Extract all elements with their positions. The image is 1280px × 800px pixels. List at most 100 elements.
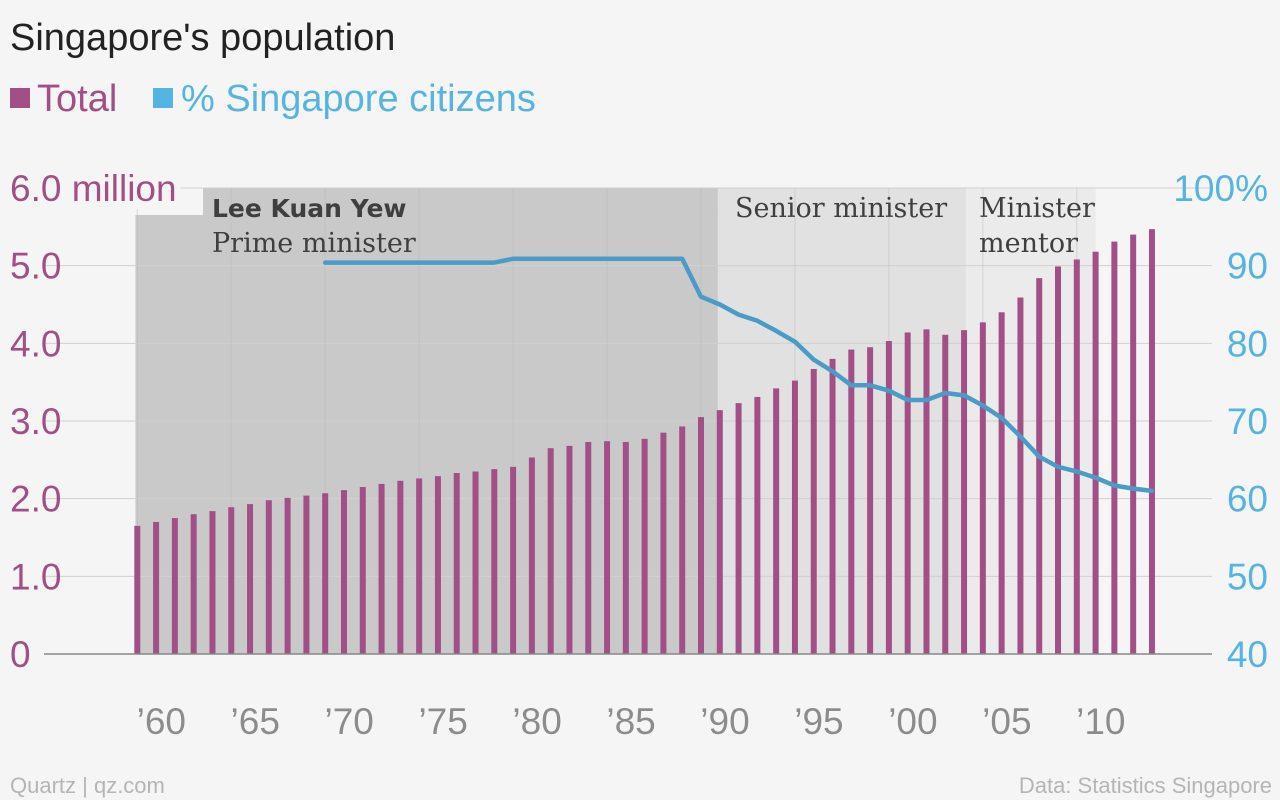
bar-1988 bbox=[660, 432, 667, 654]
bar-1995 bbox=[791, 380, 798, 654]
legend-swatch-total bbox=[10, 88, 30, 108]
bar-1997 bbox=[829, 358, 836, 654]
bar-1965 bbox=[228, 507, 235, 654]
bar-1986 bbox=[622, 441, 629, 654]
right-tick-6: 100% bbox=[1173, 168, 1268, 209]
bar-1979 bbox=[491, 469, 498, 654]
bar-1982 bbox=[547, 448, 554, 654]
left-tick-3: 3.0 bbox=[10, 401, 61, 442]
left-tick-1: 1.0 bbox=[10, 556, 61, 597]
bar-1981 bbox=[528, 457, 535, 654]
era-band-0-top bbox=[203, 188, 718, 216]
bar-1998 bbox=[848, 349, 855, 654]
x-tick-2010: ’10 bbox=[1076, 701, 1125, 742]
bar-1985 bbox=[604, 441, 611, 654]
era-label-name: Lee Kuan Yew bbox=[212, 194, 407, 223]
bar-1983 bbox=[566, 445, 573, 654]
era-label-role-2a: Minister bbox=[979, 193, 1095, 224]
bar-1968 bbox=[284, 497, 291, 654]
era-label-role-0: Prime minister bbox=[212, 228, 416, 259]
bar-1992 bbox=[735, 403, 742, 654]
bar-1987 bbox=[641, 438, 648, 654]
bar-1972 bbox=[359, 487, 366, 654]
bar-1969 bbox=[303, 495, 310, 654]
era-label-role-2b: mentor bbox=[979, 228, 1078, 259]
era-band-0 bbox=[135, 215, 718, 654]
bar-2011 bbox=[1092, 251, 1099, 655]
left-axis: 0 1.0 2.0 3.0 4.0 5.0 6.0 million bbox=[6, 168, 181, 675]
bar-1963 bbox=[190, 514, 197, 654]
bar-1977 bbox=[453, 473, 460, 654]
legend-label-total: Total bbox=[37, 78, 117, 120]
bar-1975 bbox=[416, 478, 423, 654]
x-tick-1985: ’85 bbox=[606, 701, 655, 742]
bar-1989 bbox=[679, 426, 686, 654]
era-labels: Lee Kuan Yew Prime minister Senior ministe… bbox=[212, 193, 1095, 259]
right-tick-3: 70 bbox=[1227, 401, 1268, 442]
bar-1970 bbox=[322, 493, 329, 654]
right-tick-2: 60 bbox=[1227, 479, 1268, 520]
citizens-line bbox=[322, 256, 1155, 494]
bar-2004 bbox=[961, 330, 968, 654]
x-tick-1960: ’60 bbox=[137, 701, 186, 742]
bar-1984 bbox=[585, 441, 592, 654]
bar-1962 bbox=[171, 518, 178, 654]
bar-1964 bbox=[209, 511, 216, 654]
left-tick-0: 0 bbox=[10, 634, 31, 675]
right-tick-5: 90 bbox=[1227, 246, 1268, 287]
bar-2000 bbox=[885, 341, 892, 654]
source: Data: Statistics Singapore bbox=[1019, 773, 1272, 798]
bar-2003 bbox=[942, 334, 949, 654]
right-tick-4: 80 bbox=[1227, 323, 1268, 364]
bar-1980 bbox=[510, 466, 517, 654]
right-tick-1: 50 bbox=[1227, 556, 1268, 597]
legend: Total % Singapore citizens bbox=[10, 78, 536, 120]
right-axis: 40 50 60 70 80 90 100% bbox=[1173, 168, 1268, 675]
bar-2005 bbox=[979, 322, 986, 654]
x-tick-1995: ’95 bbox=[794, 701, 843, 742]
x-tick-1975: ’75 bbox=[418, 701, 467, 742]
left-tick-bg bbox=[6, 168, 181, 209]
line-series-citizens bbox=[322, 256, 1155, 494]
legend-label-citizens: % Singapore citizens bbox=[181, 78, 536, 120]
bar-2001 bbox=[904, 332, 911, 654]
bar-2014 bbox=[1148, 229, 1155, 654]
left-tick-6: 6.0 million bbox=[10, 168, 177, 209]
x-tick-1990: ’90 bbox=[700, 701, 749, 742]
era-label-role-1: Senior minister bbox=[735, 193, 947, 224]
bar-1976 bbox=[434, 476, 441, 654]
x-tick-2005: ’05 bbox=[982, 701, 1031, 742]
bar-2012 bbox=[1111, 241, 1118, 654]
bar-2010 bbox=[1073, 259, 1080, 654]
left-tick-2: 2.0 bbox=[10, 479, 61, 520]
bar-2009 bbox=[1055, 266, 1062, 654]
bar-2006 bbox=[998, 312, 1005, 654]
bar-series-total bbox=[44, 229, 1212, 655]
x-tick-2000: ’00 bbox=[888, 701, 937, 742]
bar-1960 bbox=[134, 525, 141, 654]
chart-title: Singapore's population bbox=[10, 17, 395, 59]
bar-1996 bbox=[810, 368, 817, 654]
credit: Quartz | qz.com bbox=[10, 773, 165, 798]
x-axis: ’60 ’65 ’70 ’75 ’80 ’85 ’90 ’95 ’00 ’05 ’10 bbox=[137, 701, 1126, 742]
bar-1974 bbox=[397, 480, 404, 654]
bar-1967 bbox=[265, 500, 272, 654]
bar-2007 bbox=[1017, 297, 1024, 654]
left-tick-5: 5.0 bbox=[10, 246, 61, 287]
right-tick-0: 40 bbox=[1227, 634, 1268, 675]
bar-1961 bbox=[153, 521, 160, 654]
bar-2008 bbox=[1036, 278, 1043, 654]
x-tick-1965: ’65 bbox=[231, 701, 280, 742]
bar-1999 bbox=[867, 347, 874, 654]
bar-1966 bbox=[247, 504, 254, 654]
bar-1991 bbox=[716, 410, 723, 654]
x-tick-1980: ’80 bbox=[512, 701, 561, 742]
bar-1993 bbox=[754, 396, 761, 654]
bar-1990 bbox=[698, 417, 704, 654]
x-tick-1970: ’70 bbox=[325, 701, 374, 742]
bar-2013 bbox=[1130, 234, 1137, 654]
bar-1971 bbox=[340, 490, 347, 654]
legend-swatch-citizens bbox=[153, 88, 173, 108]
bar-1973 bbox=[378, 483, 385, 654]
